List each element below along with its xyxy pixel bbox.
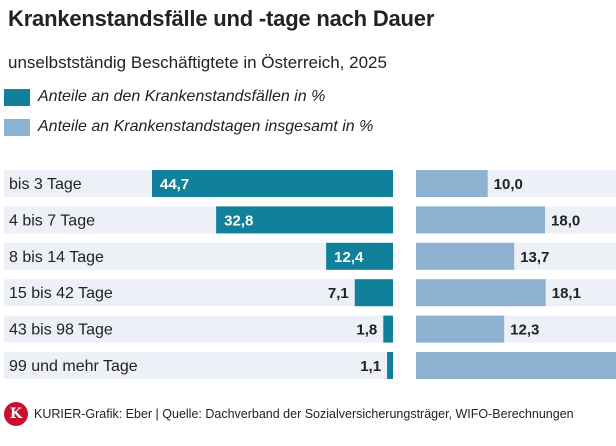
- category-label: 99 und mehr Tage: [9, 358, 138, 375]
- bar-days: [416, 170, 488, 197]
- data-label-cases: 32,8: [224, 212, 253, 229]
- chart-title: Krankenstandsfälle und -tage nach Dauer: [8, 6, 435, 31]
- legend-item-days: Anteile an Krankenstandstagen insgesamt …: [4, 117, 373, 137]
- legend-swatch-days: [4, 118, 30, 136]
- data-label-cases: 12,4: [334, 249, 364, 266]
- bar-cases: [354, 279, 393, 307]
- legend-swatch-cases: [4, 88, 30, 106]
- category-label: 8 bis 14 Tage: [9, 249, 104, 266]
- bar-chart: bis 3 Tage 44,7 10,0 4 bis 7 Tage 32,8 18,0 8 …: [4, 170, 616, 379]
- bar-cases: [326, 242, 393, 270]
- data-label-days: 10,0: [494, 176, 523, 193]
- chart-subtitle: unselbstständig Beschäftigtete in Österr…: [8, 53, 387, 72]
- data-label-cases: 7,1: [328, 285, 349, 302]
- category-label: 43 bis 98 Tage: [9, 322, 113, 339]
- row-band-left: [4, 279, 393, 307]
- legend-label-days: Anteile an Krankenstandstagen insgesamt …: [38, 118, 374, 135]
- category-label: 15 bis 42 Tage: [9, 285, 113, 302]
- bar-days: [416, 242, 515, 270]
- legend-label-cases: Anteile an den Krankenstandsfällen in %: [38, 88, 326, 105]
- data-label-days: 18,0: [551, 212, 580, 229]
- row-band-left: [4, 315, 393, 343]
- category-label: 4 bis 7 Tage: [9, 212, 95, 229]
- row-band-left: [4, 352, 393, 379]
- category-label: bis 3 Tage: [9, 176, 82, 193]
- data-label-days: 12,3: [510, 322, 539, 339]
- bar-cases: [216, 206, 393, 234]
- bar-days: [416, 206, 546, 234]
- data-label-days: 18,1: [552, 285, 581, 302]
- data-label-cases: 44,7: [160, 176, 189, 193]
- legend-item-cases: Anteile an den Krankenstandsfällen in %: [4, 87, 325, 107]
- kurier-logo: K: [4, 402, 28, 426]
- bar-cases: [387, 352, 393, 379]
- source-note: KURIER-Grafik: Eber | Quelle: Dachverban…: [34, 407, 574, 421]
- footer: K KURIER-Grafik: Eber | Quelle: Dachverb…: [4, 402, 574, 426]
- bar-cases: [383, 315, 393, 343]
- data-label-days: 13,7: [520, 249, 549, 266]
- bar-days: [416, 279, 546, 307]
- bar-days: [416, 315, 505, 343]
- data-label-cases: 1,8: [356, 322, 377, 339]
- bar-cases: [152, 170, 393, 197]
- data-label-cases: 1,1: [360, 358, 381, 375]
- bar-days: [416, 352, 616, 379]
